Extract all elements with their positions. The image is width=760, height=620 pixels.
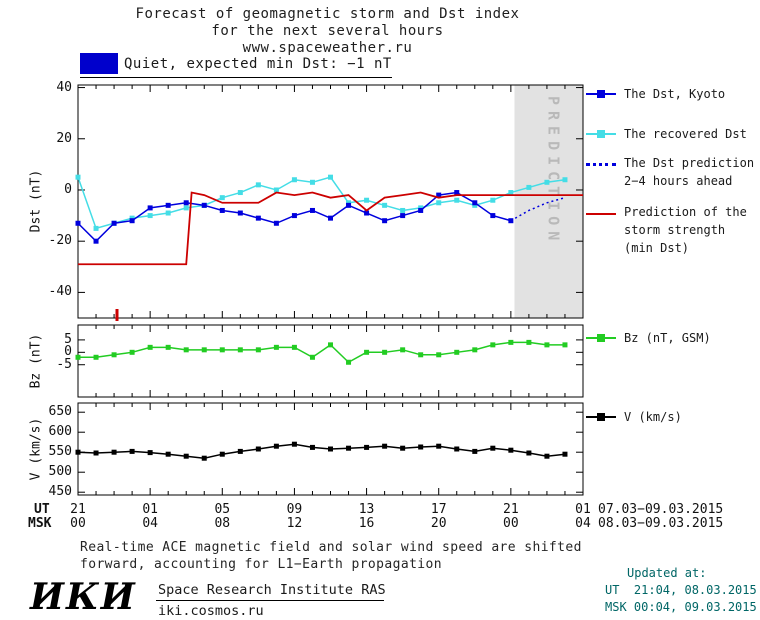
msk-date-range: 08.03−09.03.2015 xyxy=(598,516,724,531)
updated-at-title: Updated at: xyxy=(627,566,707,580)
ylabel-dst: Dst (nT) xyxy=(28,169,44,233)
legend-label-prediction-1: The Dst prediction xyxy=(624,156,755,170)
iki-logo: ИКИ xyxy=(30,576,137,618)
legend-marker-storm xyxy=(586,207,616,221)
institute-site-url: iki.cosmos.ru xyxy=(158,603,264,619)
page-title-line2: for the next several hours xyxy=(211,23,444,39)
quiet-status-swatch xyxy=(80,53,118,74)
legend-marker-recovered xyxy=(586,127,616,141)
institute-name: Space Research Institute RAS xyxy=(158,582,386,598)
ut-date-range: 07.03−09.03.2015 xyxy=(598,502,724,517)
panel-border xyxy=(77,324,584,398)
ut-axis-label: UT xyxy=(34,502,50,517)
series-recovered xyxy=(77,176,566,230)
series-storm xyxy=(78,191,583,266)
legend-square-swatch xyxy=(597,90,605,98)
footer-note-line2: forward, accounting for L1−Earth propaga… xyxy=(80,557,442,572)
legend-label-dst-kyoto: The Dst, Kyoto xyxy=(624,87,726,101)
institute-underline xyxy=(156,600,384,601)
legend-label-bz: Bz (nT, GSM) xyxy=(624,331,711,345)
quiet-status-text: Quiet, expected min Dst: −1 nT xyxy=(124,56,392,72)
ylabel-v: V (km/s) xyxy=(28,417,44,481)
prediction-band xyxy=(514,85,583,318)
series-v xyxy=(77,443,566,459)
panel-border xyxy=(77,84,584,319)
legend-marker-v xyxy=(586,410,616,424)
legend-label-v: V (km/s) xyxy=(624,410,682,424)
prediction-band-label: PREDICTION xyxy=(545,96,563,246)
legend-label-prediction-2: 2−4 hours ahead xyxy=(624,174,733,188)
site-url-title: www.spaceweather.ru xyxy=(242,40,413,56)
charts-svg: PREDICTION xyxy=(75,84,584,496)
legend-square-swatch xyxy=(597,334,605,342)
banner-underline xyxy=(80,77,392,78)
legend-dotted-swatch xyxy=(586,163,616,166)
msk-axis-label: MSK xyxy=(28,516,52,531)
legend-marker-dst-kyoto xyxy=(586,87,616,101)
legend-square-swatch xyxy=(597,130,605,138)
ylabel-bz: Bz (nT) xyxy=(28,333,44,389)
legend-square-swatch xyxy=(597,413,605,421)
footer-note-line1: Real-time ACE magnetic field and solar w… xyxy=(80,540,582,555)
updated-at-ut: UT 21:04, 08.03.2015 xyxy=(605,583,757,597)
series-prediction_dotted xyxy=(510,196,566,222)
panel-border xyxy=(77,402,584,496)
page-title-line1: Forecast of geomagnetic storm and Dst in… xyxy=(135,6,520,22)
legend-label-storm-2: storm strength xyxy=(624,223,726,237)
legend-label-storm-1: Prediction of the xyxy=(624,205,747,219)
updated-at-msk: MSK 00:04, 09.03.2015 xyxy=(605,600,757,614)
legend-marker-bz xyxy=(586,331,616,345)
legend-line-swatch xyxy=(586,213,616,215)
legend-label-storm-3: (min Dst) xyxy=(624,241,690,255)
legend-marker-prediction xyxy=(586,158,616,172)
series-bz xyxy=(78,341,565,364)
legend-label-recovered: The recovered Dst xyxy=(624,127,747,141)
